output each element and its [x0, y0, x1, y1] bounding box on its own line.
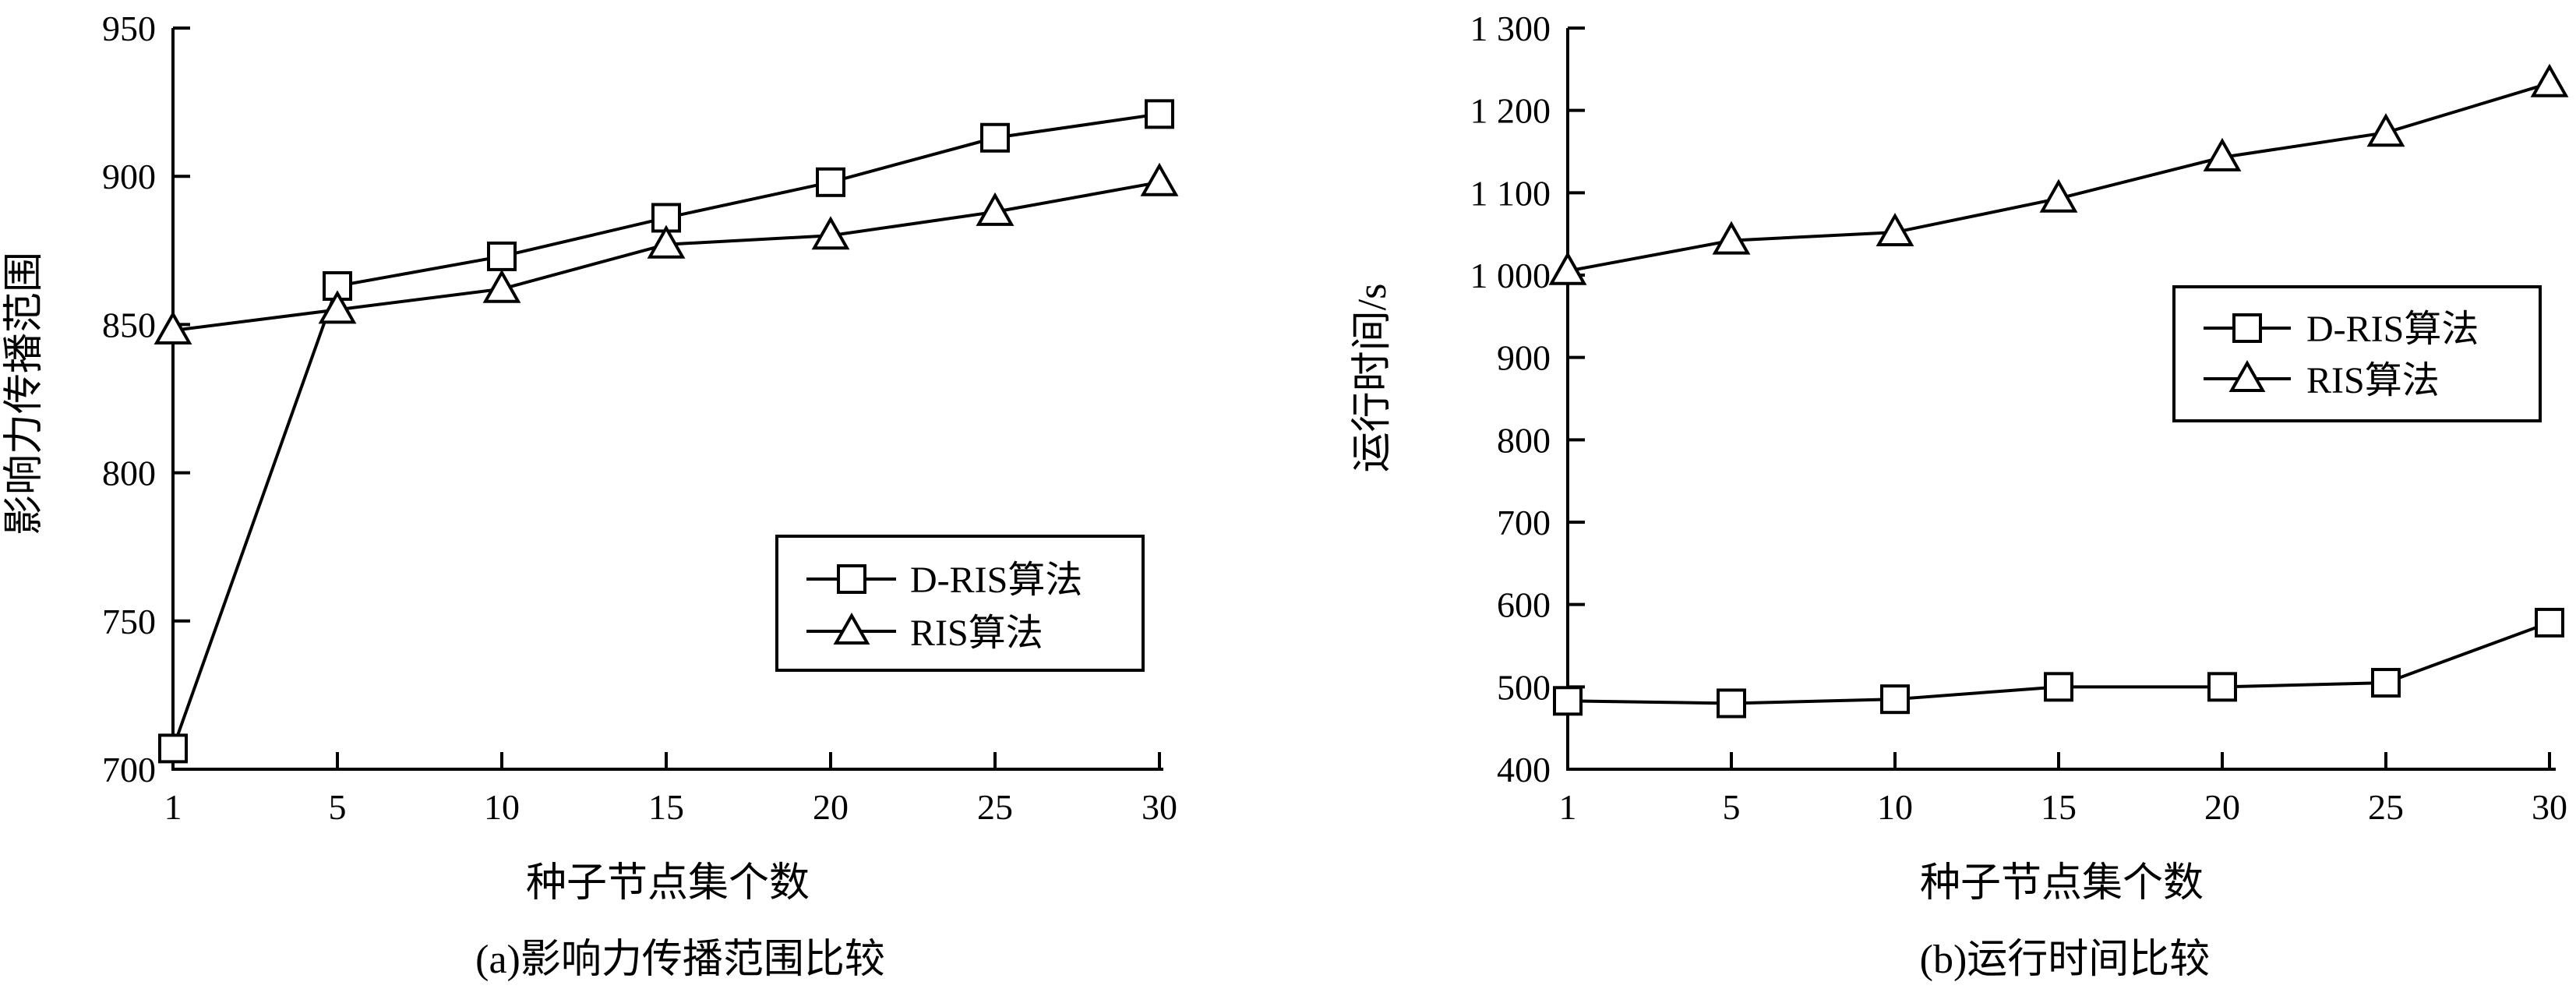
chart-a-y-tick-label: 700	[102, 750, 156, 789]
chart-b-point-ris	[1712, 221, 1751, 255]
chart-b-legend-label-d-ris: D-RIS算法	[2306, 309, 2479, 350]
chart-a-point-ris	[318, 290, 357, 324]
chart-a-point-ris	[482, 269, 521, 303]
chart-b-y-tick-label: 1 000	[1470, 256, 1551, 295]
chart-b-point-ris	[2203, 137, 2242, 171]
chart-b-x-tick-label: 15	[2041, 787, 2077, 827]
chart-a-x-tick-label: 1	[164, 787, 182, 827]
chart-a-point-ris	[811, 216, 850, 250]
chart-a-y-tick-label: 950	[102, 9, 156, 48]
chart-a-point-ris	[647, 224, 686, 259]
chart-b-point-d-ris	[1880, 684, 1910, 715]
chart-b-series-ris-line	[1567, 81, 2550, 273]
chart-b-y-tick-label: 1 200	[1470, 91, 1551, 131]
chart-a-legend-marker-square	[837, 564, 866, 594]
chart-a-x-tick-label: 15	[648, 787, 684, 827]
chart-a-legend-box	[775, 535, 1145, 672]
chart-b-y-tick-label: 1 300	[1470, 9, 1551, 48]
chart-a-caption: (a)影响力传播范围比较	[475, 938, 885, 982]
chart-b-legend-marker-square	[2232, 313, 2262, 343]
chart-b-x-axis-label: 种子节点集个数	[1920, 861, 2204, 906]
chart-b-y-tick-label: 900	[1497, 338, 1551, 378]
chart-a-point-d-ris	[980, 122, 1010, 153]
chart-a-x-tick-label: 25	[977, 787, 1013, 827]
chart-a-x-ticks: 1 5 10 15 20 25 30	[164, 752, 1177, 827]
chart-a-x-axis-label: 种子节点集个数	[526, 861, 810, 906]
chart-a-point-ris	[976, 192, 1015, 226]
chart-panel-b: 400 500 600 700 800 900 1 000 1 100 1 200 1 300 1…	[1350, 9, 2569, 982]
chart-b-y-tick-label: 800	[1497, 420, 1551, 460]
chart-b-point-ris	[2530, 63, 2569, 97]
chart-b-y-axis-label: 运行时间/s	[1350, 284, 1395, 473]
chart-b-point-d-ris	[2044, 672, 2073, 702]
chart-a-x-tick-label: 20	[813, 787, 849, 827]
chart-b-x-tick-label: 25	[2368, 787, 2404, 827]
chart-a-x-tick-label: 10	[484, 787, 520, 827]
chart-b-x-ticks: 1 5 10 15 20 25 30	[1559, 752, 2567, 827]
chart-b-y-tick-label: 700	[1497, 503, 1551, 542]
chart-a-y-tick-label: 900	[102, 157, 156, 196]
chart-b-y-tick-label: 400	[1497, 750, 1551, 789]
chart-a-legend-marker-triangle	[833, 612, 870, 645]
chart-b-x-tick-label: 10	[1877, 787, 1913, 827]
chart-a-point-ris	[154, 310, 192, 345]
chart-b-x-tick-label: 5	[1723, 787, 1741, 827]
chart-b-x-tick-label: 20	[2204, 787, 2240, 827]
chart-a-legend-label-ris: RIS算法	[910, 613, 1043, 654]
chart-a-legend-label-d-ris: D-RIS算法	[910, 560, 1082, 601]
chart-a-y-tick-label: 750	[102, 602, 156, 641]
chart-b-legend: D-RIS算法 RIS算法	[2172, 285, 2542, 422]
chart-b-x-tick-label: 30	[2532, 787, 2567, 827]
chart-b-y-tick-label: 500	[1497, 667, 1551, 707]
chart-b-legend-marker-triangle	[2228, 359, 2266, 392]
chart-b-point-d-ris	[2207, 672, 2237, 702]
chart-a-point-d-ris	[487, 241, 517, 271]
chart-b-legend-label-ris: RIS算法	[2306, 360, 2440, 401]
chart-a-point-ris	[1140, 162, 1179, 196]
chart-b-y-tick-label: 1 100	[1470, 173, 1551, 213]
chart-b-series	[1548, 63, 2569, 719]
chart-b-point-ris	[2039, 178, 2078, 213]
chart-b-point-ris	[1548, 251, 1587, 285]
chart-b-point-ris	[2366, 113, 2405, 147]
chart-a-x-tick-label: 30	[1142, 787, 1177, 827]
chart-a-y-tick-label: 850	[102, 305, 156, 344]
chart-a-x-tick-label: 5	[329, 787, 347, 827]
chart-a-point-d-ris	[158, 733, 188, 764]
chart-b-point-d-ris	[2371, 668, 2401, 698]
chart-a-y-ticks: 700 750 800 850 900 950	[102, 9, 190, 789]
chart-a-y-axis-label: 影响力传播范围	[2, 252, 47, 535]
chart-b-point-d-ris	[1717, 688, 1746, 719]
chart-a-legend: D-RIS算法 RIS算法	[775, 535, 1145, 672]
chart-b-point-ris	[1876, 213, 1914, 247]
chart-b-y-ticks: 400 500 600 700 800 900 1 000 1 100 1 200 1 300	[1470, 9, 1585, 789]
chart-b-legend-box	[2172, 285, 2542, 422]
chart-a-point-d-ris	[1145, 99, 1174, 129]
chart-b-x-tick-label: 1	[1559, 787, 1577, 827]
chart-a-y-tick-label: 800	[102, 454, 156, 493]
chart-b-point-d-ris	[2535, 607, 2564, 638]
chart-b-caption: (b)运行时间比较	[1920, 938, 2211, 982]
chart-a-point-d-ris	[816, 167, 845, 197]
chart-a-series	[154, 99, 1179, 764]
chart-b-y-tick-label: 600	[1497, 585, 1551, 625]
chart-b-point-d-ris	[1553, 686, 1583, 716]
